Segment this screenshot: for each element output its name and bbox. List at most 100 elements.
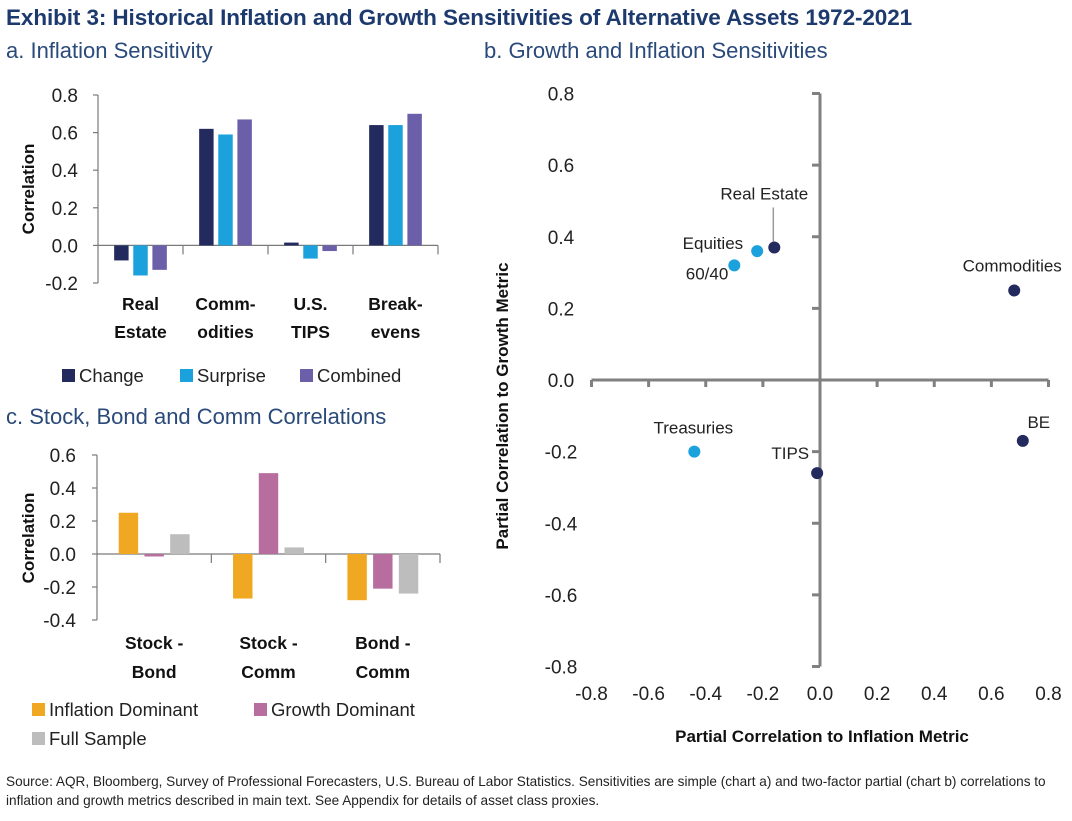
chart-c-bar: [284, 547, 304, 554]
chart-b-point: [751, 245, 764, 258]
chart-c-bar: [373, 554, 393, 589]
chart-c-bar: [258, 473, 279, 554]
chart-b-point: [1008, 284, 1021, 297]
chart-a-bar: [199, 128, 214, 246]
chart-a-bar: [114, 245, 129, 261]
chart-b-y-tick-label: 0.2: [548, 299, 574, 320]
chart-a-bar: [133, 245, 148, 276]
chart-b-point-label: 60/40: [686, 264, 729, 283]
chart-b-point-label: Treasuries: [653, 419, 733, 438]
chart-b-y-tick-label: -0.4: [545, 514, 578, 535]
chart-a-category-label: odities: [197, 322, 254, 342]
chart-b-y-tick-label: 0.4: [548, 228, 575, 249]
chart-b-point: [768, 241, 781, 254]
chart-b-point-label: BE: [1027, 413, 1050, 432]
chart-c-category-label: Bond: [132, 662, 177, 682]
chart-c-category-label: Comm: [241, 662, 295, 682]
chart-c-y-tick-label: 0.6: [50, 446, 76, 467]
chart-b-x-tick-label: 0.2: [864, 684, 890, 705]
chart-a-category-label: Real: [122, 294, 159, 314]
chart-b-point: [1016, 434, 1029, 447]
chart-c-bar: [144, 554, 164, 557]
chart-a-legend-label: Combined: [317, 365, 401, 386]
chart-b-point: [728, 259, 741, 272]
chart-b-y-tick-label: -0.8: [545, 658, 578, 679]
chart-b-y-axis-label: Partial Correlation to Growth Metric: [493, 262, 512, 549]
chart-a-bar: [237, 119, 252, 246]
chart-c-title: c. Stock, Bond and Comm Correlations: [6, 404, 387, 429]
chart-c-bar: [233, 554, 253, 599]
chart-a-category-label: evens: [371, 322, 421, 342]
chart-b-y-tick-label: 0.8: [548, 85, 574, 106]
chart-c-y-tick-label: 0.2: [50, 512, 76, 533]
chart-c-legend-swatch: [254, 703, 267, 716]
chart-a-legend-swatch: [180, 369, 193, 382]
chart-a-title: a. Inflation Sensitivity: [6, 38, 213, 63]
chart-a-legend-label: Surprise: [197, 365, 266, 386]
chart-b-point-label: Equities: [683, 234, 743, 253]
chart-c-y-tick-label: -0.4: [43, 611, 76, 632]
chart-a-bar: [218, 134, 233, 246]
source-note: Source: AQR, Bloomberg, Survey of Profes…: [6, 774, 1046, 808]
chart-b-point-label: TIPS: [771, 444, 809, 463]
chart-c-bar: [398, 554, 419, 594]
chart-c-bar: [170, 534, 190, 554]
chart-a-category-label: Estate: [114, 322, 167, 342]
chart-c-legend-swatch: [32, 703, 45, 716]
chart-c-y-tick-label: -0.2: [43, 578, 76, 599]
chart-c-category-label: Stock -: [125, 633, 184, 653]
chart-a-category-label: Comm-: [195, 294, 255, 314]
chart-b-x-tick-label: 0.8: [1035, 684, 1061, 705]
chart-b-point: [688, 445, 701, 458]
chart-b-y-tick-label: 0.6: [548, 156, 574, 177]
chart-b-point-label: Commodities: [963, 256, 1062, 275]
chart-c-y-tick-label: 0.0: [50, 545, 76, 566]
chart-b-x-tick-label: 0.6: [978, 684, 1004, 705]
chart-a-legend-swatch: [62, 369, 75, 382]
exhibit-title: Exhibit 3: Historical Inflation and Grow…: [6, 5, 913, 30]
chart-a-category-label: TIPS: [291, 322, 330, 342]
chart-b-x-tick-label: -0.8: [575, 684, 608, 705]
chart-a-y-tick-label: 0.8: [52, 86, 78, 107]
chart-a-y-tick-label: 0.0: [52, 236, 78, 257]
chart-a-bar: [322, 245, 337, 252]
chart-c-legend-swatch: [32, 732, 45, 745]
chart-a-y-tick-label: 0.6: [52, 124, 78, 145]
chart-c-y-axis-label: Correlation: [19, 493, 38, 584]
chart-b-x-tick-label: 0.4: [921, 684, 948, 705]
chart-c-legend-label: Growth Dominant: [271, 699, 415, 720]
chart-b-point-label: Real Estate: [720, 184, 808, 203]
chart-b-x-tick-label: -0.4: [689, 684, 722, 705]
chart-b-y-tick-label: -0.2: [545, 443, 578, 464]
chart-a-y-axis-label: Correlation: [19, 144, 38, 235]
chart-a-bar: [284, 242, 299, 246]
chart-a-bar: [388, 125, 403, 246]
chart-a-bar: [407, 113, 422, 246]
chart-a-bar: [152, 245, 167, 270]
chart-b-x-axis-label: Partial Correlation to Inflation Metric: [675, 727, 969, 746]
chart-b-title: b. Growth and Inflation Sensitivities: [484, 38, 828, 63]
chart-c-legend-label: Full Sample: [49, 728, 147, 749]
chart-a-bar: [369, 125, 384, 246]
chart-a-legend-swatch: [300, 369, 313, 382]
chart-a-category-label: U.S.: [293, 294, 327, 314]
chart-c-bar: [118, 512, 139, 554]
chart-a-legend-label: Change: [79, 365, 144, 386]
chart-a-category-label: Break-: [368, 294, 423, 314]
chart-a-y-tick-label: 0.4: [52, 161, 79, 182]
chart-c-y-tick-label: 0.4: [50, 479, 77, 500]
chart-a-y-tick-label: -0.2: [45, 274, 78, 295]
chart-b-y-tick-label: -0.6: [545, 586, 578, 607]
chart-b-x-tick-label: 0.0: [807, 684, 833, 705]
chart-c-category-label: Comm: [356, 662, 410, 682]
chart-c-category-label: Stock -: [239, 633, 298, 653]
chart-b-x-tick-label: -0.2: [747, 684, 780, 705]
chart-a-y-tick-label: 0.2: [52, 199, 78, 220]
chart-b-point: [811, 467, 824, 480]
chart-c-category-label: Bond -: [355, 633, 411, 653]
chart-c-legend-label: Inflation Dominant: [49, 699, 198, 720]
chart-b-x-tick-label: -0.6: [632, 684, 665, 705]
chart-b-y-tick-label: 0.0: [548, 371, 574, 392]
chart-a-bar: [303, 245, 318, 259]
